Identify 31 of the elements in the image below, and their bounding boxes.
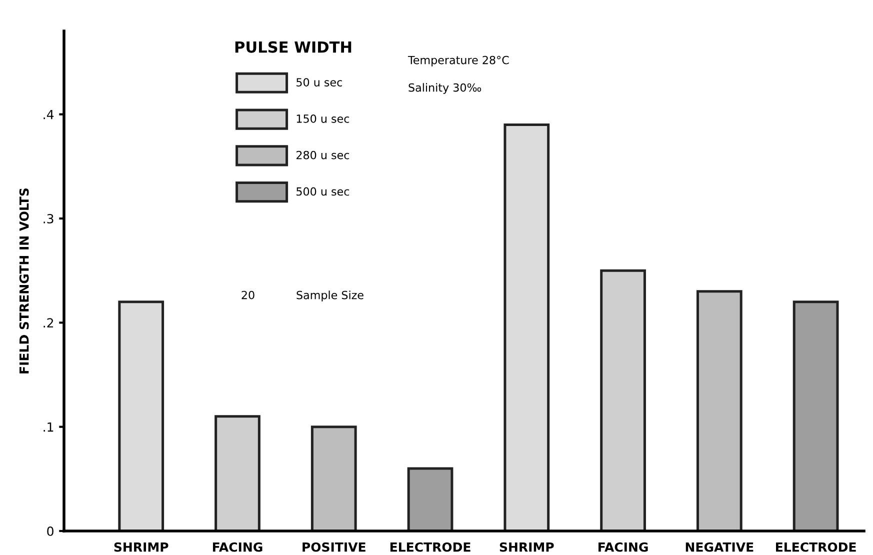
y-tick-label: .3: [44, 214, 54, 224]
x-tick-label: SHRIMP: [500, 542, 554, 552]
legend-label: 500 u sec: [296, 187, 350, 196]
x-tick-label: POSITIVE: [302, 542, 366, 552]
legend-label: 150 u sec: [296, 114, 350, 123]
x-tick-label: ELECTRODE: [776, 542, 856, 552]
bar: [407, 467, 454, 531]
annotation: Temperature 28°C: [408, 56, 509, 66]
annotation: Salinity 30‰: [408, 83, 482, 94]
x-tick-label: SHRIMP: [114, 542, 168, 552]
x-tick-label: FACING: [598, 542, 648, 552]
bar: [214, 415, 260, 531]
x-tick-label: NEGATIVE: [686, 542, 754, 552]
bar: [310, 426, 357, 531]
y-tick-label: 0: [47, 526, 54, 536]
bar: [600, 269, 646, 531]
legend-title: PULSE WIDTH: [235, 41, 352, 53]
y-tick-label: .1: [44, 422, 54, 432]
bar: [792, 300, 839, 531]
y-tick-label: .2: [44, 318, 54, 328]
legend-label: 50 u sec: [296, 78, 342, 86]
y-axis-title: FIELD STRENGTH IN VOLTS: [19, 188, 29, 374]
x-tick-label: ELECTRODE: [390, 542, 470, 552]
bar: [118, 300, 164, 531]
y-tick-label: .4: [44, 110, 54, 120]
x-tick-label: FACING: [212, 542, 262, 552]
bar: [696, 290, 742, 531]
bar: [504, 124, 550, 531]
legend-label: 280 u sec: [296, 150, 350, 160]
annotation: Sample Size: [296, 290, 364, 302]
annotation: 20: [242, 290, 254, 300]
